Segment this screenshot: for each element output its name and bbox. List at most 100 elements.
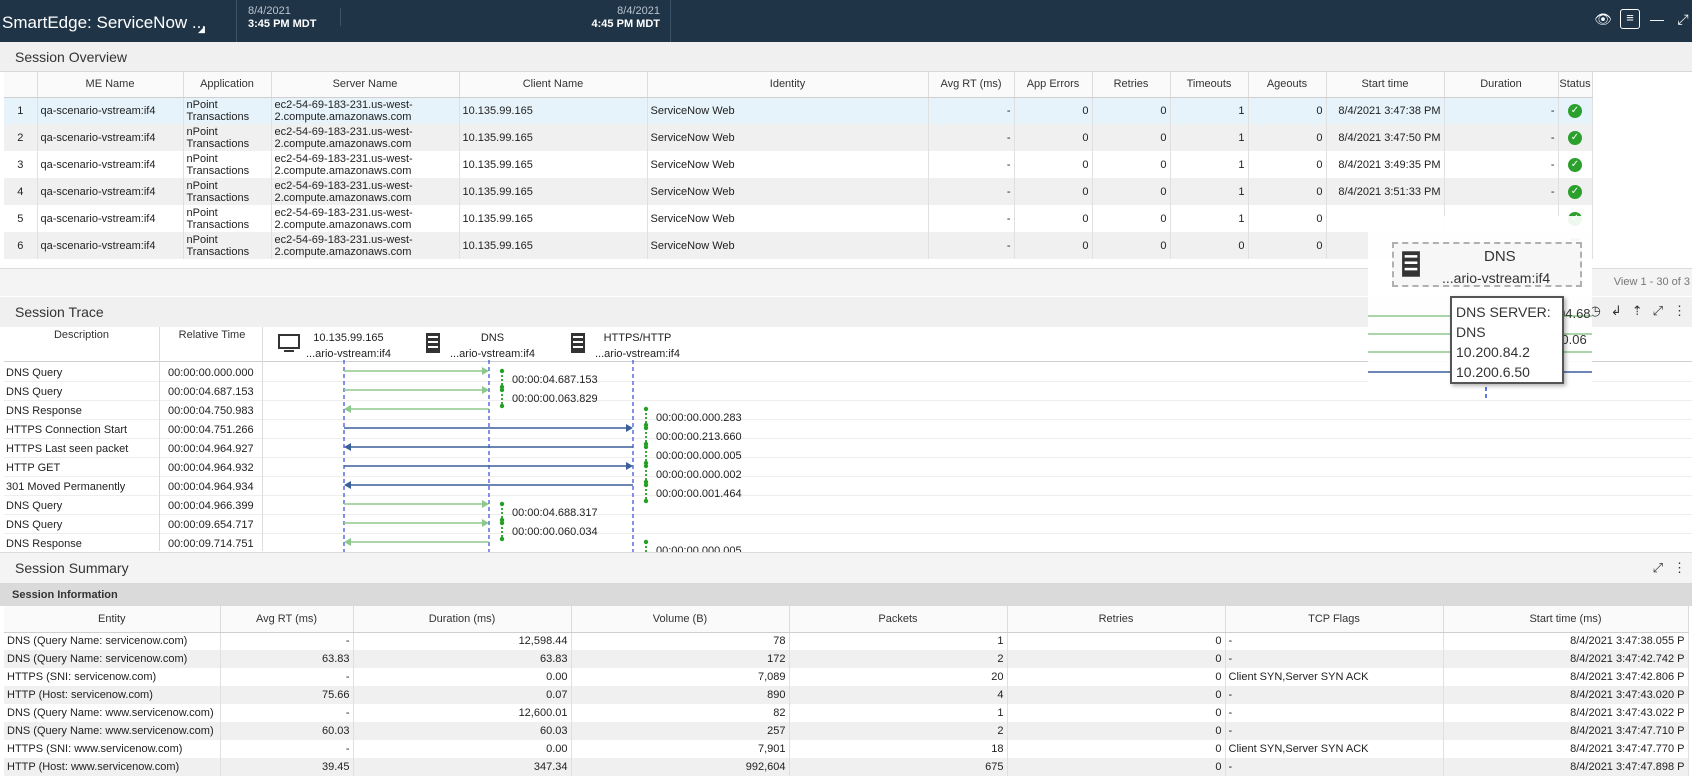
trace-row[interactable]: DNS Query 00:00:04.687.153	[4, 382, 1692, 401]
cell-app: nPoint Transactions	[183, 151, 272, 178]
cell-me: qa-scenario-vstream:if4	[37, 232, 184, 259]
trace-node-client[interactable]: 10.135.99.165 ...ario-vstream:if4	[278, 330, 391, 362]
sort-icon[interactable]: ⇡	[1631, 303, 1643, 318]
col-header[interactable]	[4, 72, 38, 98]
cell-me: qa-scenario-vstream:if4	[37, 178, 184, 205]
cell-start: 8/4/2021 3:49:35 PM	[1326, 151, 1445, 178]
col-header[interactable]: Start time (ms)	[1443, 606, 1689, 633]
col-header[interactable]: Application	[183, 72, 272, 98]
col-header[interactable]: Retries	[1092, 72, 1171, 98]
table-row[interactable]: 3 qa-scenario-vstream:if4 nPoint Transacti…	[4, 151, 1593, 178]
table-row[interactable]: HTTPS (SNI: servicenow.com) -0.00 7,089 20 0…	[4, 668, 1689, 686]
delta-dot	[643, 406, 649, 412]
col-header[interactable]: Volume (B)	[571, 606, 790, 633]
summary-cell: 0	[1007, 758, 1226, 776]
trace-description: DNS Query	[6, 519, 63, 531]
cell-server: ec2-54-69-183-231.us-west-2.compute.amaz…	[271, 124, 460, 151]
table-row[interactable]: DNS (Query Name: www.servicenow.com) -12,…	[4, 704, 1689, 722]
trace-relative-time: 00:00:04.964.934	[168, 481, 254, 493]
table-row[interactable]: DNS (Query Name: www.servicenow.com) 60.0…	[4, 722, 1689, 740]
col-header[interactable]: Duration (ms)	[353, 606, 572, 633]
arrow-head	[344, 538, 351, 546]
trace-row[interactable]: DNS Response 00:00:04.750.983	[4, 401, 1692, 420]
table-row[interactable]: 2 qa-scenario-vstream:if4 nPoint Transacti…	[4, 124, 1593, 151]
cell-retries: 0	[1092, 232, 1171, 259]
cell-identity: ServiceNow Web	[647, 124, 929, 151]
col-header[interactable]: Ageouts	[1248, 72, 1327, 98]
table-row[interactable]: 6 qa-scenario-vstream:if4 nPoint Transacti…	[4, 232, 1593, 259]
start-date: 8/4/2021	[248, 5, 291, 17]
col-header[interactable]: ME Name	[37, 72, 184, 98]
cell-avgrt: -	[928, 178, 1015, 205]
col-header[interactable]: TCP Flags	[1225, 606, 1444, 633]
col-header[interactable]: Identity	[647, 72, 929, 98]
summary-cell: HTTP (Host: servicenow.com)	[4, 686, 221, 704]
cell-timeouts: 1	[1170, 178, 1249, 205]
col-header[interactable]: Client Name	[459, 72, 648, 98]
col-header: Relative Time	[178, 329, 246, 341]
expand-icon[interactable]: ⤢	[1652, 303, 1663, 318]
jump-icon[interactable]: ↲	[1610, 303, 1622, 318]
delta-dot	[643, 444, 649, 450]
table-row[interactable]: HTTPS (SNI: www.servicenow.com) -0.00 7,90…	[4, 740, 1689, 758]
expand-icon[interactable]: ⤢	[1677, 11, 1689, 27]
session-summary-table: Entity Avg RT (ms) Duration (ms) Volume …	[4, 606, 1689, 776]
col-header[interactable]: Status	[1558, 72, 1593, 98]
expand-icon[interactable]: ⤢	[1652, 560, 1663, 575]
menu-icon[interactable]: ≡	[1620, 9, 1640, 29]
time-range-start[interactable]: 8/4/2021 3:45 PM MDT	[248, 5, 316, 31]
trace-row[interactable]: HTTPS Connection Start 00:00:04.751.266	[4, 420, 1692, 439]
trace-row[interactable]: DNS Query 00:00:04.966.399	[4, 496, 1692, 515]
trace-node-https[interactable]: HTTPS/HTTP ...ario-vstream:if4	[567, 330, 680, 362]
col-header[interactable]: Avg RT (ms)	[220, 606, 354, 633]
trace-row[interactable]: DNS Query 00:00:00.000.000	[4, 363, 1692, 382]
trace-row[interactable]: 301 Moved Permanently 00:00:04.964.934	[4, 477, 1692, 496]
more-icon[interactable]: ⋮	[1673, 560, 1686, 575]
eye-icon[interactable]: 👁	[1594, 11, 1612, 27]
col-header[interactable]: Entity	[4, 606, 221, 633]
dashboard-title[interactable]: SmartEdge: ServiceNow ...	[2, 13, 207, 32]
clock-icon[interactable]: ◷	[1589, 303, 1601, 318]
summary-cell: 12,600.01	[353, 704, 572, 722]
delta-dot	[499, 403, 505, 409]
trace-node-dns[interactable]: DNS ...ario-vstream:if4	[422, 330, 535, 362]
section-header[interactable]: Session Information	[0, 584, 1692, 606]
col-header[interactable]: App Errors	[1014, 72, 1093, 98]
table-row[interactable]: 5 qa-scenario-vstream:if4 nPoint Transacti…	[4, 205, 1593, 232]
col-header[interactable]: Start time	[1326, 72, 1445, 98]
time-range-end[interactable]: 8/4/2021 4:45 PM MDT	[584, 5, 660, 31]
delta-label: 00:00:00.000.005	[656, 545, 742, 552]
col-header[interactable]: Duration	[1444, 72, 1559, 98]
col-header[interactable]: Server Name	[271, 72, 460, 98]
cell-app: nPoint Transactions	[183, 232, 272, 259]
cell-duration: -	[1444, 178, 1559, 205]
table-row[interactable]: HTTP (Host: servicenow.com) 75.66 0.07 890 4…	[4, 686, 1689, 704]
table-row[interactable]: 4 qa-scenario-vstream:if4 nPoint Transacti…	[4, 178, 1593, 205]
delta-label: 00:00:00.213.660	[656, 431, 742, 443]
table-row[interactable]: DNS (Query Name: servicenow.com) 63.83 63.…	[4, 650, 1689, 668]
col-header[interactable]: Timeouts	[1170, 72, 1249, 98]
trace-row[interactable]: HTTP GET 00:00:04.964.932	[4, 458, 1692, 477]
cell-timeouts: 1	[1170, 97, 1249, 124]
cell-retries: 0	[1092, 97, 1171, 124]
col-header[interactable]: Retries	[1007, 606, 1226, 633]
col-header[interactable]: Avg RT (ms)	[928, 72, 1015, 98]
summary-cell: 0	[1007, 650, 1226, 668]
table-row[interactable]: HTTP (Host: www.servicenow.com) 39.45 347.…	[4, 758, 1689, 776]
trace-relative-time: 00:00:04.751.266	[168, 424, 254, 436]
more-icon[interactable]: ⋮	[1673, 303, 1686, 318]
table-row[interactable]: DNS (Query Name: servicenow.com) -12,598.…	[4, 632, 1689, 650]
arrow-head	[626, 462, 633, 470]
cell-ageouts: 0	[1248, 205, 1327, 232]
arrow-head	[482, 500, 489, 508]
summary-cell: 0.00	[353, 740, 572, 758]
cell-retries: 0	[1092, 124, 1171, 151]
col-header: Description	[53, 329, 110, 341]
trace-row[interactable]: DNS Query 00:00:09.654.717	[4, 515, 1692, 534]
col-header[interactable]: Packets	[789, 606, 1008, 633]
status-ok-icon: ✓	[1568, 157, 1582, 172]
cell-start: 8/4/2021 3:51:33 PM	[1326, 178, 1445, 205]
trace-row[interactable]: HTTPS Last seen packet 00:00:04.964.927	[4, 439, 1692, 458]
table-row[interactable]: 1 qa-scenario-vstream:if4 nPoint Transacti…	[4, 97, 1593, 124]
minimize-icon[interactable]: —	[1650, 11, 1664, 27]
